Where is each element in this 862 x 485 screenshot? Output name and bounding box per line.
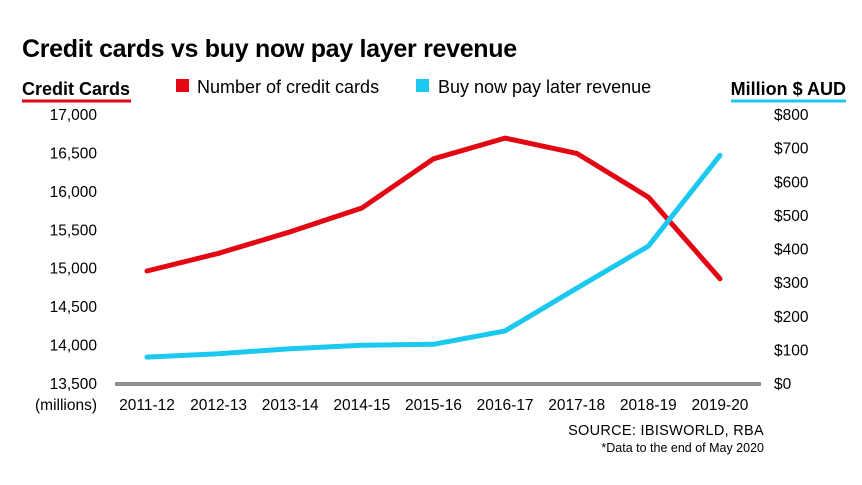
x-tick-label: 2014-15 — [333, 397, 390, 414]
left-tick-label: 15,000 — [50, 261, 98, 278]
right-tick-label: $600 — [774, 174, 809, 191]
right-tick-label: $500 — [774, 208, 809, 225]
left-tick-label: 16,500 — [50, 145, 98, 162]
x-tick-label: 2012-13 — [190, 397, 247, 414]
right-tick-label: $300 — [774, 275, 809, 292]
left-tick-label: 17,000 — [50, 107, 98, 124]
chart-title: Credit cards vs buy now pay layer revenu… — [22, 35, 517, 63]
x-tick-label: 2011-12 — [119, 397, 175, 414]
right-tick-label: $400 — [774, 242, 809, 259]
right-axis-ticks: $0 $100 $200 $300 $400 $500 $600 $700 $800 — [774, 107, 809, 393]
left-tick-label: 15,500 — [50, 222, 98, 239]
source-note: SOURCE: IBISWORLD, RBA — [568, 423, 764, 439]
right-tick-label: $200 — [774, 309, 809, 326]
x-tick-label: 2016-17 — [477, 397, 534, 414]
left-axis-unit: (millions) — [35, 397, 97, 414]
left-tick-label: 16,000 — [50, 184, 98, 201]
legend-label-credit-cards: Number of credit cards — [197, 77, 379, 97]
legend-swatch-bnpl — [416, 79, 429, 92]
right-tick-label: $800 — [774, 107, 809, 124]
right-axis-label: Million $ AUD — [731, 79, 846, 99]
x-tick-label: 2018-19 — [620, 397, 677, 414]
right-tick-label: $100 — [774, 342, 809, 359]
x-tick-label: 2019-20 — [692, 397, 749, 414]
left-tick-label: 14,500 — [50, 299, 98, 316]
left-axis-label: Credit Cards — [22, 79, 130, 99]
series-lines — [144, 135, 723, 360]
right-tick-label: $700 — [774, 141, 809, 158]
legend-swatch-credit-cards — [176, 79, 189, 92]
left-tick-label: 13,500 — [50, 376, 98, 393]
legend-label-bnpl: Buy now pay later revenue — [438, 77, 651, 97]
x-tick-label: 2013-14 — [262, 397, 319, 414]
right-tick-label: $0 — [774, 376, 792, 393]
bnpl-revenue-line — [144, 152, 723, 360]
x-tick-label: 2017-18 — [548, 397, 605, 414]
x-axis-ticks: 2011-12 2012-13 2013-14 2014-15 2015-16 2016-… — [119, 397, 749, 414]
footnote: *Data to the end of May 2020 — [601, 441, 764, 455]
left-axis-ticks: 13,500 14,000 14,500 15,000 15,500 16,000 16,5… — [50, 107, 98, 393]
x-tick-label: 2015-16 — [405, 397, 462, 414]
left-tick-label: 14,000 — [50, 338, 98, 355]
credit-cards-line — [144, 135, 723, 282]
